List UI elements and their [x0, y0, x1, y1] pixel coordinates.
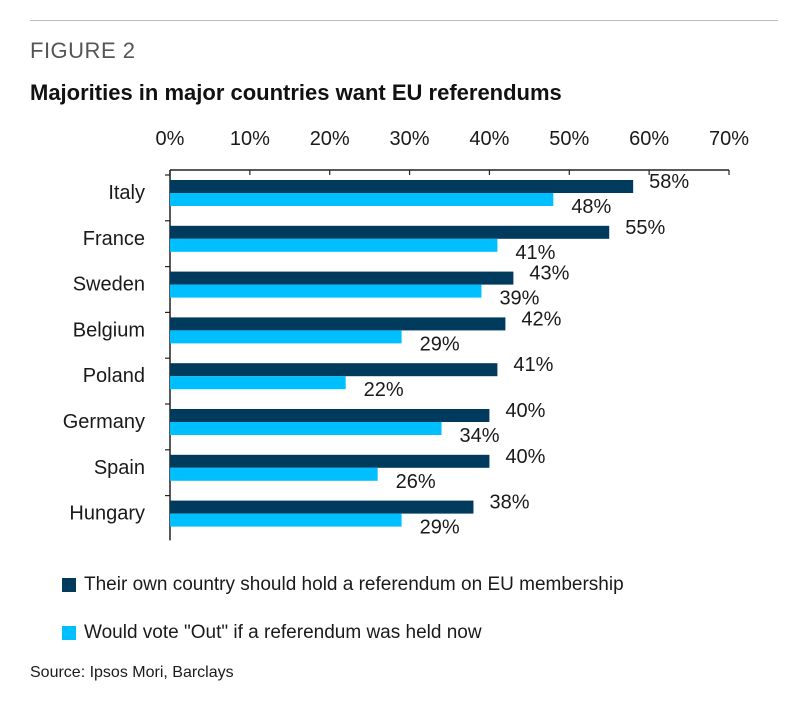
- x-tick-label: 70%: [709, 128, 749, 150]
- data-label-vote-out: 26%: [396, 471, 436, 493]
- x-tick-label: 50%: [549, 128, 589, 150]
- bar-vote-out: [170, 467, 378, 481]
- data-label-vote-out: 48%: [571, 196, 611, 218]
- data-label-referendum: 41%: [513, 354, 553, 376]
- legend-swatch-light: [62, 626, 76, 640]
- figure-label: FIGURE 2: [30, 38, 136, 63]
- data-label-vote-out: 29%: [420, 517, 460, 539]
- bar-referendum: [170, 180, 634, 193]
- x-tick-label: 60%: [629, 128, 669, 150]
- category-label: Hungary: [69, 503, 145, 525]
- category-label: Belgium: [73, 319, 145, 341]
- data-label-vote-out: 41%: [515, 242, 555, 264]
- data-label-referendum: 40%: [505, 400, 545, 422]
- legend-label-referendum: Their own country should hold a referend…: [84, 574, 624, 595]
- bar-referendum: [170, 317, 506, 331]
- data-label-vote-out: 39%: [499, 288, 539, 310]
- bar-referendum: [170, 271, 514, 285]
- data-label-referendum: 38%: [489, 492, 529, 514]
- bar-referendum: [170, 225, 610, 239]
- legend-item-vote-out: Would vote "Out" if a referendum was hel…: [62, 622, 482, 644]
- bar-vote-out: [170, 513, 402, 527]
- legend-item-referendum: Their own country should hold a referend…: [62, 574, 624, 596]
- category-label: Germany: [63, 411, 145, 433]
- bar-referendum: [170, 500, 474, 514]
- top-rule: [30, 20, 778, 21]
- bar-referendum: [170, 409, 490, 422]
- data-label-vote-out: 34%: [460, 425, 500, 447]
- data-label-referendum: 40%: [505, 446, 545, 468]
- legend-swatch-dark: [62, 578, 76, 592]
- category-label: Sweden: [73, 274, 145, 296]
- data-label-referendum: 55%: [625, 217, 665, 239]
- bar-chart: 0% 10% 20% 30% 40% 50% 60% 70% Italy 58% 48% France…: [63, 128, 749, 541]
- bar-vote-out: [170, 422, 442, 435]
- bar-vote-out: [170, 238, 498, 252]
- x-tick-label: 0%: [156, 128, 185, 150]
- legend-label-vote-out: Would vote "Out" if a referendum was hel…: [84, 622, 482, 643]
- data-label-referendum: 58%: [649, 171, 689, 193]
- bar-referendum: [170, 454, 490, 468]
- bar-referendum: [170, 363, 498, 377]
- data-label-vote-out: 22%: [364, 379, 404, 401]
- x-tick-label: 20%: [310, 128, 350, 150]
- bar-vote-out: [170, 376, 346, 390]
- bar-vote-out: [170, 330, 402, 344]
- category-label: Spain: [94, 457, 145, 479]
- bar-vote-out: [170, 284, 482, 298]
- category-label: Italy: [108, 182, 145, 204]
- x-tick-label: 40%: [469, 128, 509, 150]
- data-label-vote-out: 29%: [420, 333, 460, 355]
- x-tick-label: 30%: [390, 128, 430, 150]
- data-label-referendum: 42%: [521, 308, 561, 330]
- category-label: France: [83, 228, 145, 250]
- category-label: Poland: [83, 365, 145, 387]
- x-tick-label: 10%: [230, 128, 270, 150]
- bar-vote-out: [170, 193, 554, 206]
- chart-title: Majorities in major countries want EU re…: [30, 80, 562, 105]
- data-label-referendum: 43%: [529, 263, 569, 285]
- source-note: Source: Ipsos Mori, Barclays: [30, 664, 234, 681]
